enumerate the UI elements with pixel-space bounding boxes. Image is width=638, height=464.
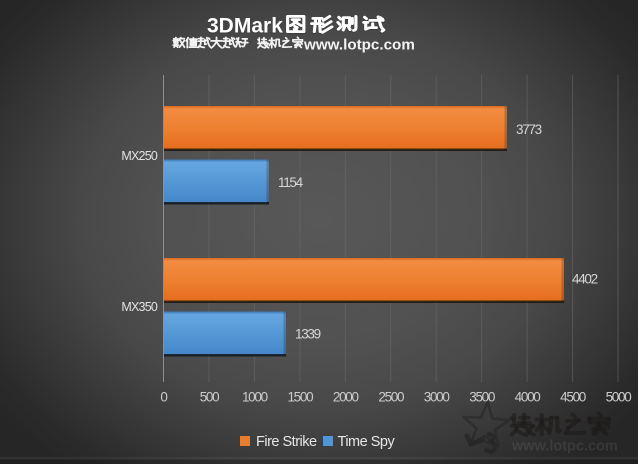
svg-text:3000: 3000 bbox=[424, 390, 450, 405]
svg-text:500: 500 bbox=[200, 390, 219, 405]
svg-text:MX350: MX350 bbox=[121, 300, 157, 314]
svg-text:4000: 4000 bbox=[515, 390, 541, 405]
svg-text:4500: 4500 bbox=[560, 390, 586, 405]
svg-text:2000: 2000 bbox=[333, 390, 359, 405]
svg-text:www.lotpc.com: www.lotpc.com bbox=[303, 37, 415, 54]
svg-text:4402: 4402 bbox=[572, 272, 598, 287]
svg-text:3DMark: 3DMark bbox=[207, 15, 283, 38]
svg-text:3773: 3773 bbox=[516, 122, 542, 137]
svg-text:1339: 1339 bbox=[295, 327, 321, 342]
svg-text:Time Spy: Time Spy bbox=[338, 434, 396, 450]
svg-text:0: 0 bbox=[160, 390, 167, 405]
svg-text:1154: 1154 bbox=[278, 175, 304, 190]
svg-text:www.lotpc.com: www.lotpc.com bbox=[511, 439, 618, 455]
svg-text:2500: 2500 bbox=[378, 390, 404, 405]
svg-text:5000: 5000 bbox=[606, 390, 632, 405]
svg-text:Fire Strike: Fire Strike bbox=[256, 434, 317, 450]
svg-text:3500: 3500 bbox=[469, 390, 495, 405]
svg-text:1000: 1000 bbox=[242, 390, 268, 405]
svg-text:1500: 1500 bbox=[287, 390, 313, 405]
svg-text:MX250: MX250 bbox=[121, 149, 157, 163]
svg-text:3DMark: 3DMark bbox=[207, 15, 283, 38]
